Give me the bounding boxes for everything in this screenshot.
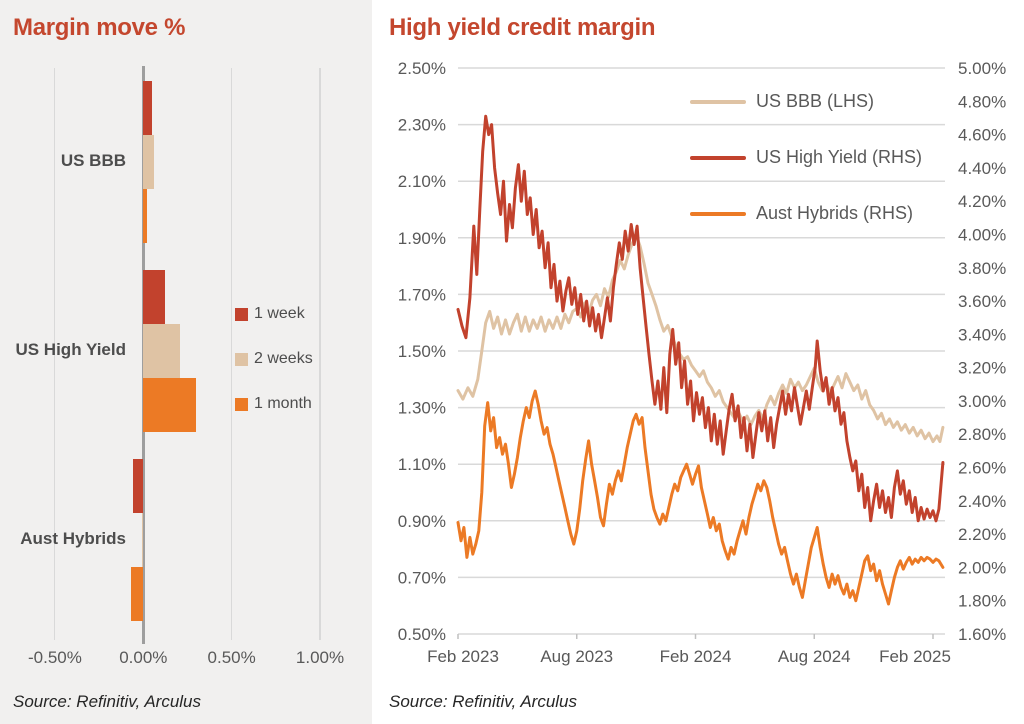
bar-legend-label: 1 week [254,305,305,322]
left-axis-tick-label: 0.70% [398,568,446,587]
left-axis-tick-label: 0.50% [398,625,446,644]
right-axis-tick-label: 1.60% [958,625,1006,644]
x-axis-tick-label: Feb 2024 [660,647,732,666]
right-axis-tick-label: 4.80% [958,92,1006,111]
right-axis-tick-label: 1.80% [958,592,1006,611]
left-axis-tick-label: 1.50% [398,342,446,361]
right-axis-tick-label: 3.60% [958,292,1006,311]
right-axis-tick-label: 4.20% [958,192,1006,211]
series-line-us-high-yield-rhs- [456,114,945,523]
x-axis-tick-label: Feb 2023 [427,647,499,666]
left-axis-tick-label: 2.10% [398,172,446,191]
bar-1-week-Aust-Hybrids [132,459,144,513]
line-chart: 2.50% 2.30% 2.10% 1.90% 1.70% 1.50% 1.30% 1.10%… [398,59,1006,666]
1-week-swatch [235,307,248,321]
line-legend-item-ushy: US High Yield (RHS) [690,147,922,168]
line-legend-label: Aust Hybrids (RHS) [756,203,914,223]
bar-2-weeks-US-High-Yield [143,324,181,378]
x-axis-tick-label: 0.50% [207,648,256,667]
left-axis-tick-label: 0.90% [398,512,446,531]
right-source-note: Source: Refinitiv, Arculus [389,692,578,711]
us-high-yield-swatch [690,155,746,160]
aust-hybrids-swatch [690,211,746,216]
vertical-gridline [53,68,56,640]
vertical-gridline [319,68,321,640]
line-legend-item-usbbb: US BBB (LHS) [690,91,874,112]
x-axis-tick-label: -0.50% [28,648,82,667]
right-axis-tick-label: 2.60% [958,459,1006,478]
high-yield-panel: High yield credit margin 2.50% 2.30% 2.10%… [372,0,1024,724]
bar-legend-label: 2 weeks [254,350,313,367]
2-weeks-swatch [235,352,248,366]
bar-legend-label: 1 month [254,395,312,412]
right-axis-tick-label: 5.00% [958,59,1006,78]
bar-1-month-Aust-Hybrids [130,567,144,621]
right-axis-tick-label: 3.20% [958,359,1006,378]
right-axis-tick-label: 4.00% [958,225,1006,244]
line-legend-label: US BBB (LHS) [756,91,875,111]
line-legend-item-aust: Aust Hybrids (RHS) [690,203,913,224]
series-line-aust-hybrids-rhs- [456,389,945,606]
right-axis-tick-label: 3.40% [958,325,1006,344]
right-axis-tick-label: 2.40% [958,492,1006,511]
x-axis-tick-label: Aug 2023 [540,647,613,666]
1-month-swatch [235,397,248,411]
bar-2-weeks-US-BBB [143,135,154,189]
bar-legend-item-1week: 1 week [235,305,305,323]
vertical-gridline [230,68,233,640]
line-legend-label: US High Yield (RHS) [756,147,923,167]
category-label: Aust Hybrids [20,529,126,548]
bar-1-week-US-BBB [143,81,153,135]
left-axis-tick-label: 2.50% [398,59,446,78]
right-axis-tick-label: 4.60% [958,126,1006,145]
x-axis-tick-label: 0.00% [119,648,168,667]
right-axis-tick-label: 2.00% [958,558,1006,577]
right-axis-tick-label: 2.20% [958,525,1006,544]
bar-1-month-US-High-Yield [143,378,197,432]
us-bbb-swatch [690,99,746,104]
bar-2-weeks-Aust-Hybrids [141,513,144,567]
x-axis-tick-label: 1.00% [295,648,345,667]
left-chart-title: Margin move % [13,14,186,41]
category-label: US BBB [60,151,126,170]
right-chart-title: High yield credit margin [389,14,656,41]
category-label: US High Yield [15,340,126,359]
series-line-us-bbb-lhs- [456,233,945,444]
margin-move-panel: Margin move % -0.50% 0.00% 0.50% 1.00% US BB… [0,0,372,724]
bar-1-month-US-BBB [143,189,147,243]
right-axis-tick-label: 3.80% [958,259,1006,278]
bar-legend-item-1month: 1 month [235,395,312,413]
left-axis-tick-label: 1.90% [398,229,446,248]
right-axis-tick-label: 2.80% [958,425,1006,444]
right-axis-tick-label: 4.40% [958,159,1006,178]
left-axis-tick-label: 1.30% [398,399,446,418]
right-axis-tick-label: 3.00% [958,392,1006,411]
left-axis-tick-label: 2.30% [398,116,446,135]
left-axis-tick-label: 1.70% [398,285,446,304]
bar-legend-item-2weeks: 2 weeks [235,350,313,368]
x-axis-tick-label: Aug 2024 [778,647,851,666]
left-axis-tick-label: 1.10% [398,455,446,474]
bar-1-week-US-High-Yield [143,270,165,324]
x-axis-tick-label: Feb 2025 [879,647,951,666]
left-source-note: Source: Refinitiv, Arculus [13,692,202,711]
